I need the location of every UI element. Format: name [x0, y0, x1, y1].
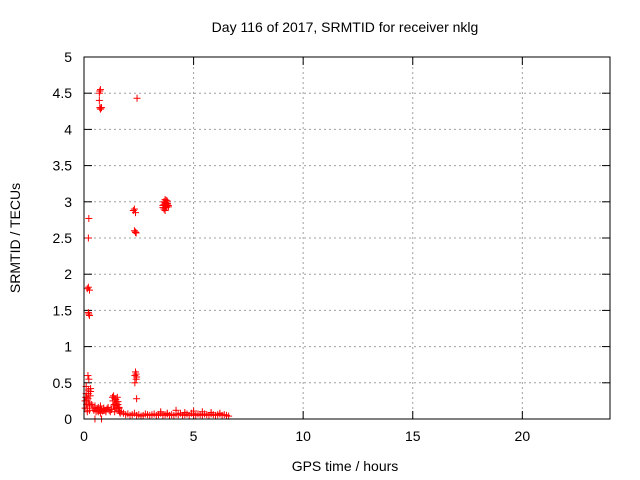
data-point	[95, 96, 103, 104]
data-point	[92, 408, 100, 416]
x-axis-label: GPS time / hours	[292, 458, 399, 474]
y-tick-label: 2.5	[53, 230, 73, 246]
data-point	[198, 408, 206, 416]
y-tick-label: 1.5	[53, 302, 73, 318]
y-axis-label: SRMTID / TECUs	[7, 183, 23, 293]
y-tick-label: 0.5	[53, 375, 73, 391]
y-tick-label: 1	[64, 339, 72, 355]
data-point	[113, 393, 121, 401]
data-point	[157, 408, 165, 416]
data-point	[110, 392, 118, 400]
data-point	[84, 234, 92, 242]
data-point	[131, 379, 139, 387]
y-tick-label: 3	[64, 194, 72, 210]
y-tick-label: 5	[64, 49, 72, 65]
x-tick-label: 15	[405, 428, 421, 444]
plot-frame	[83, 56, 611, 420]
data-point	[132, 228, 140, 236]
data-point	[81, 404, 89, 412]
data-point	[85, 311, 93, 319]
data-point	[133, 395, 141, 403]
data-point	[181, 408, 189, 416]
data-point	[86, 399, 94, 407]
data-point	[162, 201, 170, 209]
data-point	[84, 390, 92, 398]
x-tick-label: 20	[515, 428, 531, 444]
y-tick-label: 3.5	[53, 158, 73, 174]
x-axis-ticks: 0 5 10 15 20	[80, 57, 530, 444]
data-point	[207, 408, 215, 416]
data-point	[96, 86, 104, 94]
data-point	[161, 196, 169, 204]
data-point	[133, 94, 141, 102]
data-point	[131, 372, 139, 380]
data-point	[130, 205, 138, 213]
data-point	[85, 310, 93, 318]
data-point	[114, 398, 122, 406]
data-point	[87, 385, 95, 393]
x-tick-label: 5	[190, 428, 198, 444]
data-point	[172, 406, 180, 414]
data-point	[132, 229, 140, 237]
data-point	[84, 283, 92, 291]
data-point	[225, 412, 233, 420]
data-point	[190, 407, 198, 415]
grid-lines	[84, 57, 610, 419]
y-tick-label: 4.5	[53, 85, 73, 101]
data-point	[133, 373, 141, 381]
data-point	[88, 401, 96, 409]
data-point	[85, 286, 93, 294]
data-point	[85, 214, 93, 222]
data-point	[115, 403, 123, 411]
data-point	[98, 104, 106, 112]
data-point	[96, 87, 104, 95]
y-tick-label: 4	[64, 121, 72, 137]
chart-title: Day 116 of 2017, SRMTID for receiver nkl…	[212, 19, 479, 35]
x-tick-label: 0	[80, 428, 88, 444]
x-tick-label: 10	[295, 428, 311, 444]
data-point	[85, 375, 93, 383]
data-point	[96, 105, 104, 113]
data-point	[216, 409, 224, 417]
y-axis-ticks: 0 0.5 1 1.5 2 2.5 3 3.5 4 4.5 5	[53, 49, 610, 427]
data-point	[84, 372, 92, 380]
y-tick-label: 2	[64, 266, 72, 282]
data-point	[161, 206, 169, 214]
data-point	[163, 409, 171, 417]
data-point	[132, 209, 140, 217]
data-points	[81, 86, 233, 423]
y-tick-label: 0	[64, 411, 72, 427]
